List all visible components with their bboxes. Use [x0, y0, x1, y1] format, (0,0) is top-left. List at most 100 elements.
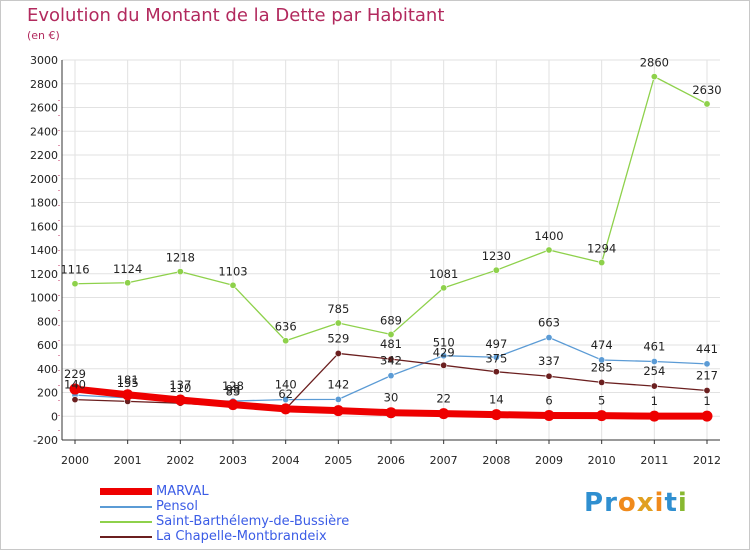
data-point-3 — [334, 349, 342, 357]
data-point-0 — [701, 410, 713, 422]
data-point-0 — [122, 389, 134, 401]
x-tick-label: 2002 — [166, 454, 194, 467]
data-label: 1400 — [534, 229, 563, 243]
legend-swatch-la-chapelle — [100, 536, 152, 538]
data-label: 229 — [64, 367, 86, 381]
data-point-0 — [332, 405, 344, 417]
y-tick-label: 2600 — [30, 102, 58, 115]
x-tick-label: 2006 — [377, 454, 405, 467]
data-point-0 — [648, 410, 660, 422]
y-tick-label: 1000 — [30, 292, 58, 305]
x-tick-label: 2004 — [272, 454, 300, 467]
data-point-2 — [703, 100, 711, 108]
legend-swatch-saint-barthelemy — [100, 521, 152, 523]
data-point-2 — [545, 246, 553, 254]
data-label: 254 — [643, 364, 665, 378]
x-tick-label: 2008 — [482, 454, 510, 467]
y-tick-label: 1200 — [30, 268, 58, 281]
x-tick-label: 2001 — [114, 454, 142, 467]
data-point-2 — [282, 337, 290, 345]
logo-letter: r — [604, 488, 618, 518]
data-point-1 — [703, 360, 711, 368]
data-point-2 — [598, 259, 606, 267]
data-point-0 — [385, 407, 397, 419]
data-label: 2630 — [692, 83, 721, 97]
data-point-3 — [71, 396, 79, 404]
data-label: 375 — [485, 352, 507, 366]
data-point-2 — [71, 280, 79, 288]
y-tick-label: 400 — [37, 363, 58, 376]
legend-label-saint-barthelemy: Saint-Barthélemy-de-Bussière — [156, 514, 350, 529]
logo-letter: P — [584, 488, 605, 518]
data-label: 1081 — [429, 267, 458, 281]
data-point-3 — [440, 361, 448, 369]
chart-title: Evolution du Montant de la Dette par Hab… — [27, 5, 445, 26]
data-label: 137 — [169, 378, 191, 392]
data-label: 481 — [380, 337, 402, 351]
data-point-0 — [438, 408, 450, 420]
logo-letter: t — [664, 488, 678, 518]
legend-swatch-marval — [100, 488, 152, 495]
data-point-1 — [440, 352, 448, 360]
data-label: 1103 — [218, 264, 247, 278]
data-label: 636 — [275, 320, 297, 334]
data-point-2 — [387, 330, 395, 338]
y-tick-label: 200 — [37, 387, 58, 400]
y-tick-label: 0 — [51, 410, 58, 423]
data-label: 2860 — [640, 56, 669, 70]
y-tick-label: 2000 — [30, 173, 58, 186]
data-point-2 — [492, 266, 500, 274]
data-label: 140 — [64, 378, 86, 392]
data-point-1 — [598, 356, 606, 364]
data-label: 1230 — [482, 249, 511, 263]
data-label: 142 — [327, 377, 349, 391]
data-point-3 — [598, 378, 606, 386]
data-point-2 — [176, 268, 184, 276]
data-label: 181 — [117, 373, 139, 387]
data-point-0 — [174, 394, 186, 406]
y-tick-label: 2200 — [30, 149, 58, 162]
data-label: 1294 — [587, 242, 616, 256]
x-tick-label: 2012 — [693, 454, 721, 467]
logo-letter: i — [677, 488, 688, 518]
data-point-2 — [124, 279, 132, 287]
data-label: 110 — [169, 381, 191, 395]
data-point-3 — [492, 368, 500, 376]
data-label: 461 — [643, 340, 665, 354]
y-tick-label: 600 — [37, 339, 58, 352]
data-point-2 — [650, 73, 658, 81]
data-label: 1218 — [166, 251, 195, 265]
legend-label-la-chapelle: La Chapelle-Montbrandeix — [156, 529, 327, 544]
data-label: 140 — [275, 378, 297, 392]
data-point-0 — [280, 403, 292, 415]
data-point-2 — [440, 284, 448, 292]
x-tick-label: 2005 — [324, 454, 352, 467]
y-tick-label: 1400 — [30, 244, 58, 257]
data-label: 337 — [538, 354, 560, 368]
data-point-2 — [229, 281, 237, 289]
data-point-1 — [282, 396, 290, 404]
data-label: 285 — [591, 360, 613, 374]
data-label: 474 — [591, 338, 613, 352]
x-tick-label: 2007 — [430, 454, 458, 467]
data-label: 497 — [485, 337, 507, 351]
data-label: 83 — [226, 384, 241, 398]
data-point-1 — [545, 334, 553, 342]
data-point-3 — [545, 372, 553, 380]
data-point-1 — [387, 372, 395, 380]
line-chart: -200 0 200 400 600 800 1000 1200 1400 1600 1800 200… — [30, 54, 722, 467]
y-tick-label: 3000 — [30, 54, 58, 67]
logo-letter: x — [636, 488, 655, 518]
data-label: 785 — [327, 302, 349, 316]
y-tick-label: -200 — [33, 434, 58, 447]
data-point-0 — [543, 410, 555, 422]
data-label: 5 — [598, 394, 605, 408]
data-label: 128 — [222, 379, 244, 393]
y-tick-label: 2400 — [30, 125, 58, 138]
data-label: 1 — [703, 394, 710, 408]
data-label: 689 — [380, 313, 402, 327]
chart-unit: (en €) — [27, 29, 60, 42]
data-point-3 — [703, 386, 711, 394]
data-label: 1124 — [113, 262, 142, 276]
data-label: 14 — [489, 393, 504, 407]
